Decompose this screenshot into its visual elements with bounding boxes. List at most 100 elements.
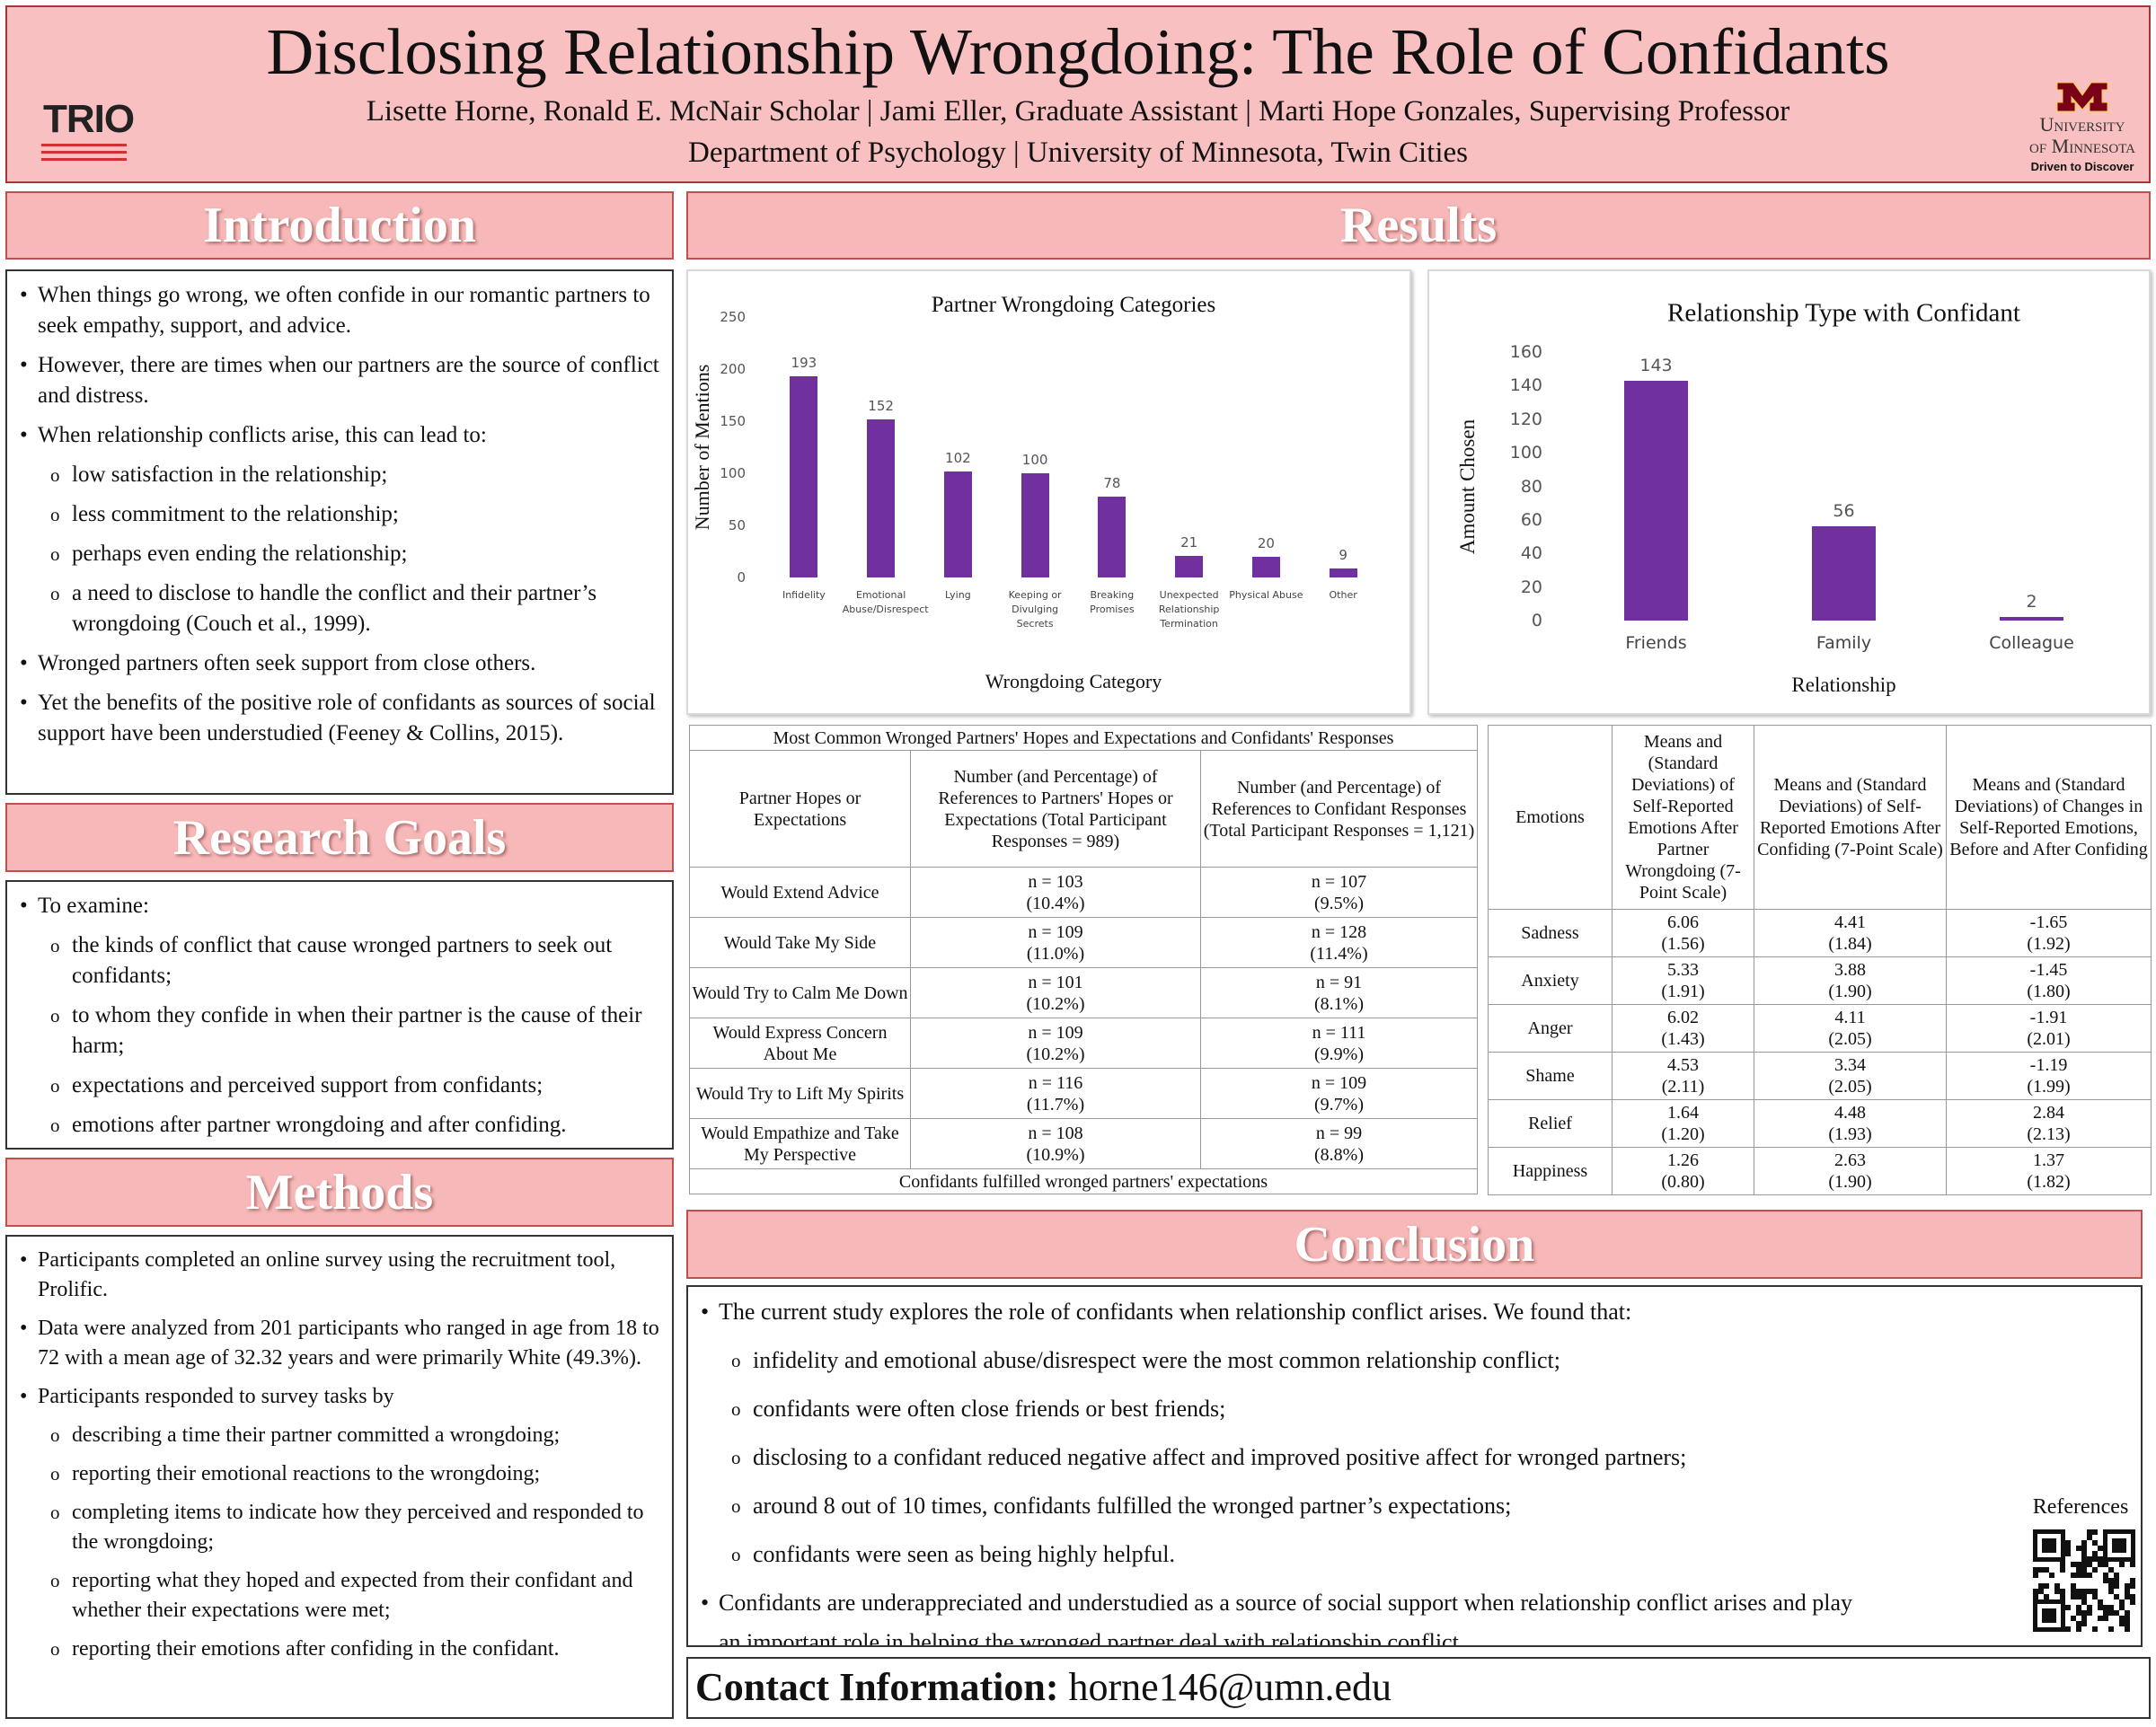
row-label: Would Empathize and Take My Perspective	[689, 1118, 911, 1169]
qr-module	[2119, 1599, 2125, 1605]
qr-module	[2076, 1573, 2081, 1578]
qr-module	[2081, 1610, 2087, 1616]
bullet: When relationship conflicts arise, this …	[18, 420, 661, 639]
cell-line: (9.7%)	[1314, 1094, 1364, 1115]
value-label: 152	[868, 397, 894, 414]
table-cell: 5.33 (1.91)	[1612, 956, 1754, 1005]
cell-line: 1.37	[2033, 1150, 2064, 1170]
qr-module	[2119, 1616, 2125, 1621]
cell-line: n = 108	[1028, 1123, 1083, 1143]
qr-module	[2081, 1594, 2087, 1599]
qr-module	[2114, 1573, 2119, 1578]
qr-module	[2125, 1594, 2130, 1599]
sub-bullet: the kinds of conflict that cause wronged…	[18, 930, 661, 991]
qr-module	[2108, 1610, 2114, 1616]
bar	[1623, 380, 1689, 621]
cell-line: (2.01)	[2027, 1029, 2071, 1049]
y-tick-label: 120	[1509, 409, 1542, 429]
qr-module	[2098, 1605, 2103, 1610]
row-label: Anger	[1488, 1004, 1613, 1053]
y-tick-label: 160	[1509, 342, 1542, 362]
value-label: 56	[1833, 501, 1855, 522]
table-row: Relief 1.64 (1.20) 4.48 (1.93) 2.84 (2.13)	[1488, 1099, 2152, 1148]
header-row: Emotions Means and (Standard Deviations) …	[1488, 725, 2152, 910]
cell-line: 3.34	[1834, 1055, 1866, 1075]
qr-module	[2076, 1589, 2081, 1594]
qr-module	[2081, 1540, 2087, 1546]
qr-module	[2081, 1556, 2087, 1562]
qr-module	[2033, 1589, 2038, 1594]
sub-bullet: confidants were often close friends or b…	[699, 1389, 1871, 1429]
bullet: Wronged partners often seek support from…	[18, 648, 661, 679]
sub-bullet: expectations and perceived support from …	[18, 1071, 661, 1101]
qr-module	[2103, 1578, 2108, 1583]
table-note: Confidants fulfilled wronged partners' e…	[689, 1168, 1478, 1194]
cell-line: (10.2%)	[1026, 1044, 1085, 1064]
x-tick-label: Keeping or Divulging Secrets	[1008, 589, 1062, 630]
section-heading: Introduction	[5, 191, 674, 260]
bullet: Participants responded to survey tasks b…	[18, 1382, 661, 1664]
cell-line: 6.06	[1667, 912, 1699, 932]
table-cell: -1.91 (2.01)	[1946, 1004, 2152, 1053]
cell-line: (1.20)	[1661, 1124, 1705, 1144]
references-label: References	[2032, 1495, 2129, 1519]
table-cell: n = 128 (11.4%)	[1200, 917, 1478, 968]
qr-module	[2071, 1562, 2076, 1567]
cell-line: (2.05)	[1828, 1029, 1872, 1049]
cell-line: 2.84	[2033, 1103, 2064, 1123]
qr-module	[2076, 1546, 2081, 1551]
sub-bullet: completing items to indicate how they pe…	[18, 1498, 661, 1557]
value-label: 193	[791, 355, 817, 372]
table-row: Happiness 1.26 (0.80) 2.63 (1.90) 1.37 (1.82)	[1488, 1147, 2152, 1195]
table-cell: 3.88 (1.90)	[1754, 956, 1947, 1005]
table-cell: 3.34 (2.05)	[1754, 1052, 1947, 1100]
x-tick-label: Breaking Promises	[1090, 589, 1135, 615]
table-cell: n = 109 (10.2%)	[910, 1018, 1201, 1069]
cell-line: n = 128	[1311, 921, 1367, 942]
bar	[1175, 555, 1204, 577]
y-tick-label: 100	[1509, 443, 1542, 463]
chart-panel: Partner Wrongdoing Categories Number of M…	[686, 269, 1411, 715]
bullet: Data were analyzed from 201 participants…	[18, 1314, 661, 1373]
table-row: Anxiety 5.33 (1.91) 3.88 (1.90) -1.45 (1.80)	[1488, 956, 2152, 1005]
bullet: To examine: the kinds of conflict that ca…	[18, 891, 661, 1141]
y-tick-label: 200	[720, 361, 746, 377]
umn-name: University	[2039, 113, 2125, 136]
qr-module	[2054, 1583, 2060, 1589]
table-row: Would Take My Side n = 109 (11.0%) n = 128(…	[689, 917, 1478, 968]
table-cell: 2.84 (2.13)	[1946, 1099, 2152, 1148]
qr-module	[2098, 1616, 2103, 1621]
qr-module	[2130, 1594, 2135, 1599]
qr-module	[2092, 1556, 2098, 1562]
y-tick-label: 60	[1520, 509, 1542, 530]
y-axis-label: Amount Chosen	[1456, 419, 1479, 554]
bullet: When things go wrong, we often confide i…	[18, 280, 661, 341]
value-label: 78	[1103, 474, 1121, 491]
qr-code	[2033, 1529, 2135, 1632]
table-cell: n = 108 (10.9%)	[910, 1118, 1201, 1169]
value-label: 2	[2026, 592, 2037, 612]
qr-module	[2125, 1610, 2130, 1616]
qr-module	[2092, 1567, 2098, 1573]
qr-module	[2130, 1599, 2135, 1605]
cell-line: 4.11	[1834, 1008, 1866, 1027]
cell-line: (1.56)	[1661, 934, 1705, 954]
qr-module	[2065, 1605, 2071, 1610]
bullet-text: When things go wrong, we often confide i…	[38, 283, 650, 338]
cell-line: n = 107	[1311, 871, 1367, 892]
cell-line: -1.65	[2029, 912, 2068, 932]
x-tick-label: Lying	[945, 589, 971, 601]
qr-module	[2087, 1573, 2092, 1578]
table-cell: 4.11 (2.05)	[1754, 1004, 1947, 1053]
row-label: Would Try to Lift My Spirits	[689, 1068, 911, 1119]
x-tick-label: Emotional Abuse/Disrespect	[842, 589, 929, 615]
qr-module	[2114, 1578, 2119, 1583]
qr-module	[2092, 1626, 2098, 1632]
cell-line: (9.5%)	[1314, 893, 1364, 913]
qr-module	[2103, 1573, 2108, 1578]
y-tick-label: 250	[720, 309, 746, 325]
qr-module	[2098, 1546, 2103, 1551]
cell-line: (8.8%)	[1314, 1144, 1364, 1165]
qr-module	[2087, 1605, 2092, 1610]
table-cell: 1.64 (1.20)	[1612, 1099, 1754, 1148]
